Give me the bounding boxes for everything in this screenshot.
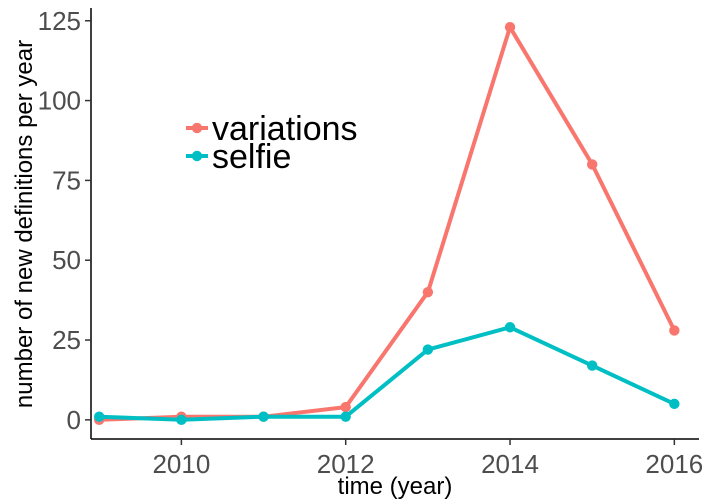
data-point-variations	[504, 21, 516, 33]
y-tick-label: 100	[38, 86, 81, 116]
legend-label: variations	[212, 110, 358, 148]
x-axis-title: time (year)	[338, 473, 453, 500]
legend-swatch-point	[191, 122, 203, 134]
legend-item-variations: variations	[186, 110, 358, 148]
legend-swatch-point	[191, 150, 203, 162]
x-tick-label: 2010	[152, 449, 210, 479]
data-point-variations	[669, 325, 680, 336]
series-selfie	[94, 322, 680, 426]
y-axis-title: number of new definitions per year	[11, 40, 38, 408]
data-point-selfie	[586, 360, 598, 371]
y-tick-label: 75	[52, 165, 81, 195]
y-tick-label: 50	[52, 245, 81, 275]
x-tick-label: 2016	[645, 449, 703, 479]
y-tick-label: 0	[67, 405, 81, 435]
x-tick-label: 2012	[317, 449, 375, 479]
y-ticks: 0 25 50 75 100 125	[38, 6, 91, 435]
y-tick-label: 25	[52, 325, 81, 355]
data-point-selfie	[669, 398, 680, 410]
data-point-selfie	[176, 414, 187, 426]
data-point-variations	[422, 286, 434, 298]
x-tick-label: 2014	[481, 449, 539, 479]
y-tick-label: 125	[38, 6, 81, 36]
legend-item-selfie: selfie	[186, 138, 291, 176]
data-point-selfie	[422, 344, 434, 355]
x-ticks: 2010 2012 2014 2016	[152, 439, 703, 479]
series-line-selfie	[97, 325, 677, 422]
data-point-selfie	[94, 411, 105, 422]
data-point-selfie	[340, 411, 351, 422]
legend-label: selfie	[212, 138, 291, 176]
data-point-selfie	[504, 322, 516, 333]
series-group	[94, 21, 680, 426]
series-line-variations	[97, 25, 677, 422]
axes	[90, 8, 699, 440]
data-point-variations	[586, 159, 598, 170]
data-point-selfie	[258, 411, 269, 422]
data-point-variations	[340, 401, 351, 413]
